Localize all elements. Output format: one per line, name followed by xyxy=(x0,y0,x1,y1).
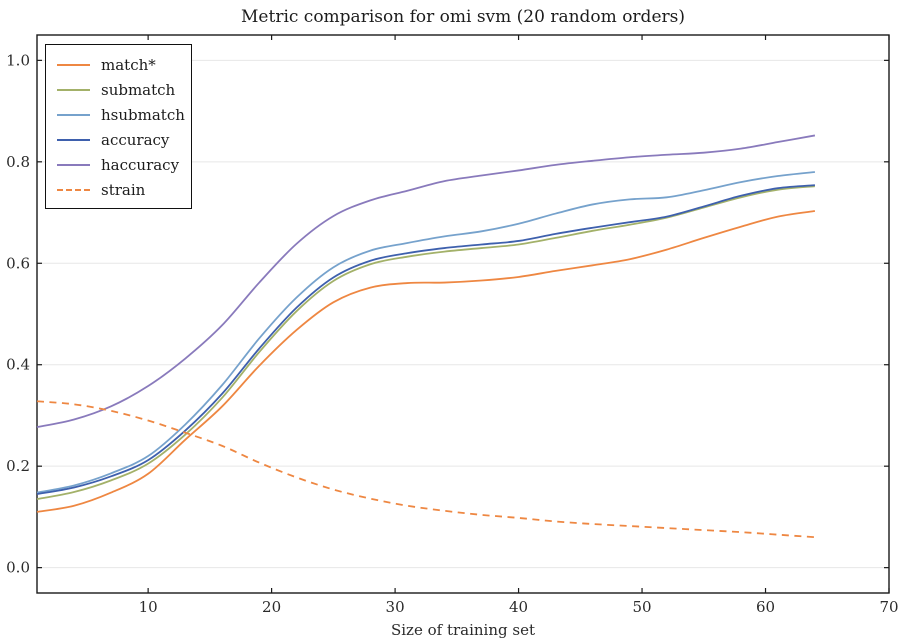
legend-label: haccuracy xyxy=(101,155,180,174)
legend-item-hsubmatch: hsubmatch xyxy=(57,102,185,127)
x-tick-label: 50 xyxy=(632,598,651,616)
legend-line-sample xyxy=(57,188,90,191)
legend-line-sample xyxy=(57,163,90,166)
x-tick-label: 60 xyxy=(756,598,775,616)
legend-line-sample xyxy=(57,113,90,116)
series-line-haccuracy xyxy=(36,134,816,429)
x-tick-label: 20 xyxy=(262,598,281,616)
x-tick-label: 30 xyxy=(386,598,405,616)
y-tick-label: 0.6 xyxy=(6,254,30,272)
legend-label: strain xyxy=(101,180,146,199)
plot-frame xyxy=(36,34,890,594)
chart-title: Metric comparison for omi svm (20 random… xyxy=(241,7,685,27)
x-tick-label: 10 xyxy=(139,598,158,616)
series-line-match xyxy=(36,210,816,513)
x-axis-label: Size of training set xyxy=(390,621,535,639)
y-tick-label: 0.2 xyxy=(6,457,30,475)
series-line-accuracy xyxy=(36,184,815,495)
y-tick-label: 0.0 xyxy=(6,559,30,577)
legend-label: accuracy xyxy=(101,130,170,149)
series-line-strain xyxy=(36,400,815,539)
legend-label: submatch xyxy=(101,80,176,99)
y-tick-label: 0.4 xyxy=(6,356,30,374)
legend-item-haccuracy: haccuracy xyxy=(57,152,181,177)
legend-item-submatch: submatch xyxy=(57,77,181,102)
legend: match* submatch hsubmatch accuracy haccuracy… xyxy=(45,44,192,209)
legend-line-sample xyxy=(57,138,90,141)
x-tick-label: 40 xyxy=(509,598,528,616)
legend-label: hsubmatch xyxy=(101,105,185,124)
legend-item-match: match* xyxy=(57,52,181,77)
y-tick-label: 1.0 xyxy=(6,51,30,69)
legend-item-strain: strain xyxy=(57,177,181,202)
legend-line-sample xyxy=(57,88,90,91)
x-tick-label: 70 xyxy=(879,598,898,616)
legend-line-sample xyxy=(57,63,90,66)
legend-label: match* xyxy=(101,55,156,74)
y-tick-label: 0.8 xyxy=(6,153,30,171)
series-line-hsubmatch xyxy=(36,171,816,494)
legend-item-accuracy: accuracy xyxy=(57,127,181,152)
